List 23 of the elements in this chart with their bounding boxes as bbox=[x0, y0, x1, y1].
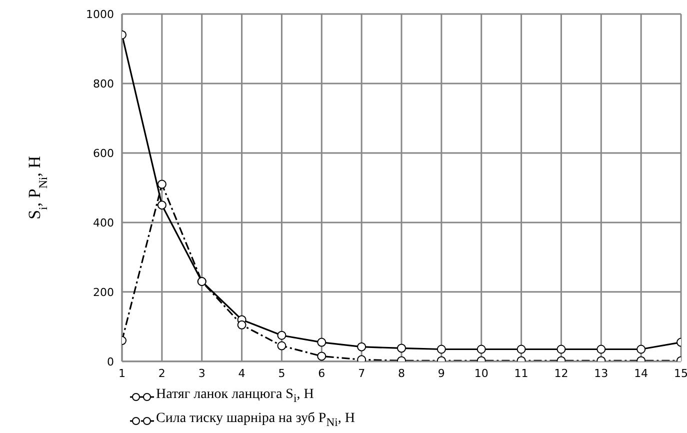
y-tick-label: 0 bbox=[107, 355, 114, 368]
y-tick-label: 800 bbox=[93, 77, 114, 90]
y-tick-label: 600 bbox=[93, 146, 114, 160]
x-tick-label: 12 bbox=[554, 367, 568, 380]
x-tick-label: 10 bbox=[474, 367, 488, 380]
legend-label: Сила тиску шарніра на зуб P$_{Ni}$, Н bbox=[156, 410, 355, 431]
x-tick-label: 1 bbox=[118, 367, 126, 380]
x-tick-label: 5 bbox=[278, 367, 286, 380]
x-tick-label: 13 bbox=[594, 367, 608, 380]
x-tick-label: 8 bbox=[398, 367, 405, 380]
x-tick-label: 2 bbox=[158, 367, 166, 380]
x-tick-label: 9 bbox=[438, 367, 445, 380]
y-tick-label: 1000 bbox=[86, 8, 114, 21]
x-tick-label: 3 bbox=[198, 367, 206, 380]
x-tick-label: 11 bbox=[514, 367, 528, 380]
x-tick-label: 4 bbox=[238, 367, 246, 380]
x-tick-label: 6 bbox=[318, 367, 326, 380]
x-tick-label: 15 bbox=[674, 367, 687, 380]
x-tick-label: 7 bbox=[358, 367, 366, 380]
legend-label: Натяг ланок ланцюга S$_{i}$, Н bbox=[156, 386, 314, 408]
x-tick-label: 14 bbox=[634, 367, 648, 380]
y-tick-label: 200 bbox=[93, 286, 114, 299]
y-tick-label: 400 bbox=[93, 216, 114, 230]
